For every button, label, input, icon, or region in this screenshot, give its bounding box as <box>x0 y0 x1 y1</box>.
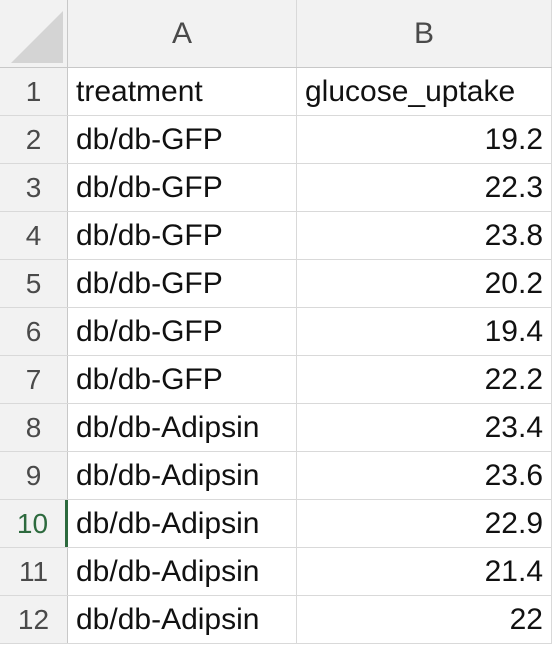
cell-b1[interactable]: glucose_uptake <box>297 68 552 115</box>
cell-treatment[interactable]: db/db-Adipsin <box>68 548 297 595</box>
cell-glucose-uptake[interactable]: 22.3 <box>297 164 552 211</box>
row-header[interactable]: 11 <box>0 548 68 595</box>
cell-treatment[interactable]: db/db-GFP <box>68 356 297 403</box>
cell-glucose-uptake[interactable]: 23.4 <box>297 404 552 451</box>
cell-glucose-uptake[interactable]: 20.2 <box>297 260 552 307</box>
cell-treatment[interactable]: db/db-Adipsin <box>68 500 297 547</box>
table-row: 2 db/db-GFP 19.2 <box>0 116 552 164</box>
cell-glucose-uptake[interactable]: 23.6 <box>297 452 552 499</box>
cell-treatment[interactable]: db/db-GFP <box>68 212 297 259</box>
cell-treatment[interactable]: db/db-Adipsin <box>68 404 297 451</box>
row-header[interactable]: 5 <box>0 260 68 307</box>
table-row: 5 db/db-GFP 20.2 <box>0 260 552 308</box>
table-row: 4 db/db-GFP 23.8 <box>0 212 552 260</box>
cell-treatment[interactable]: db/db-GFP <box>68 260 297 307</box>
cell-glucose-uptake[interactable]: 19.2 <box>297 116 552 163</box>
row-header[interactable]: 8 <box>0 404 68 451</box>
select-all-triangle-icon <box>11 11 63 63</box>
table-row: 7 db/db-GFP 22.2 <box>0 356 552 404</box>
table-row: 10 db/db-Adipsin 22.9 <box>0 500 552 548</box>
cell-treatment[interactable]: db/db-GFP <box>68 308 297 355</box>
table-row: 12 db/db-Adipsin 22 <box>0 596 552 644</box>
row-header[interactable]: 12 <box>0 596 68 643</box>
row-header-active[interactable]: 10 <box>0 500 68 547</box>
table-row: 11 db/db-Adipsin 21.4 <box>0 548 552 596</box>
table-row: 6 db/db-GFP 19.4 <box>0 308 552 356</box>
cell-glucose-uptake[interactable]: 23.8 <box>297 212 552 259</box>
column-header-a[interactable]: A <box>68 0 297 67</box>
cell-treatment[interactable]: db/db-Adipsin <box>68 596 297 643</box>
row-header[interactable]: 3 <box>0 164 68 211</box>
cell-treatment[interactable]: db/db-GFP <box>68 116 297 163</box>
row-header[interactable]: 2 <box>0 116 68 163</box>
table-row: 3 db/db-GFP 22.3 <box>0 164 552 212</box>
table-row: 1 treatment glucose_uptake <box>0 68 552 116</box>
table-row: 8 db/db-Adipsin 23.4 <box>0 404 552 452</box>
row-header[interactable]: 1 <box>0 68 68 115</box>
row-header[interactable]: 9 <box>0 452 68 499</box>
cell-glucose-uptake[interactable]: 22.2 <box>297 356 552 403</box>
table-row: 9 db/db-Adipsin 23.6 <box>0 452 552 500</box>
row-header[interactable]: 4 <box>0 212 68 259</box>
cell-a1[interactable]: treatment <box>68 68 297 115</box>
cell-treatment[interactable]: db/db-Adipsin <box>68 452 297 499</box>
column-header-row: A B <box>0 0 552 68</box>
cell-glucose-uptake[interactable]: 22.9 <box>297 500 552 547</box>
cell-glucose-uptake[interactable]: 22 <box>297 596 552 643</box>
column-header-b[interactable]: B <box>297 0 552 67</box>
cell-glucose-uptake[interactable]: 19.4 <box>297 308 552 355</box>
row-header[interactable]: 7 <box>0 356 68 403</box>
select-all-corner[interactable] <box>0 0 68 67</box>
cell-treatment[interactable]: db/db-GFP <box>68 164 297 211</box>
row-header[interactable]: 6 <box>0 308 68 355</box>
cell-glucose-uptake[interactable]: 21.4 <box>297 548 552 595</box>
